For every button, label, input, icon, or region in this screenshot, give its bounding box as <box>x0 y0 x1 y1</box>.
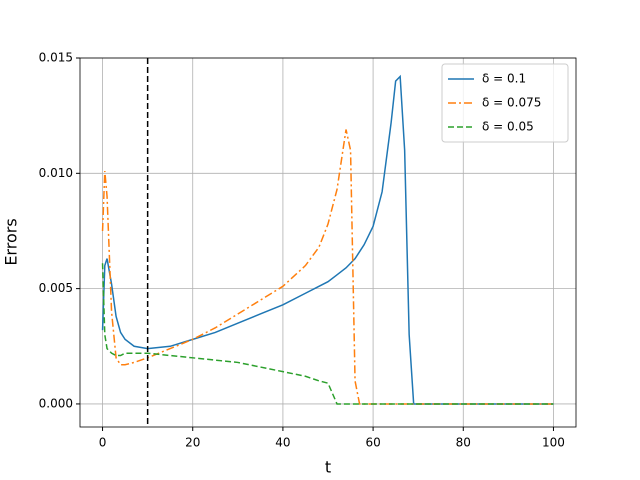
y-tick-label: 0.000 <box>39 396 73 410</box>
legend-box <box>441 63 569 143</box>
series-line <box>101 263 554 405</box>
x-axis-label: t <box>325 458 331 477</box>
legend-label: δ = 0.05 <box>482 120 534 134</box>
plot-frame <box>79 57 577 428</box>
x-tick-label: 80 <box>456 436 471 450</box>
legend-label: δ = 0.1 <box>482 72 526 86</box>
x-tick-label: 100 <box>542 436 565 450</box>
x-tick-label: 20 <box>185 436 200 450</box>
x-tick-label: 40 <box>275 436 290 450</box>
series-line <box>101 129 554 405</box>
legend-label: δ = 0.075 <box>482 96 541 110</box>
y-tick-label: 0.010 <box>39 166 73 180</box>
y-tick-label: 0.005 <box>39 281 73 295</box>
y-axis-label: Errors <box>2 218 21 265</box>
x-tick-label: 60 <box>365 436 380 450</box>
x-tick-label: 0 <box>99 436 107 450</box>
legend: δ = 0.1 δ = 0.075 δ = 0.05 <box>441 63 569 143</box>
y-tick-label: 0.015 <box>39 51 73 65</box>
series-line <box>101 74 554 405</box>
